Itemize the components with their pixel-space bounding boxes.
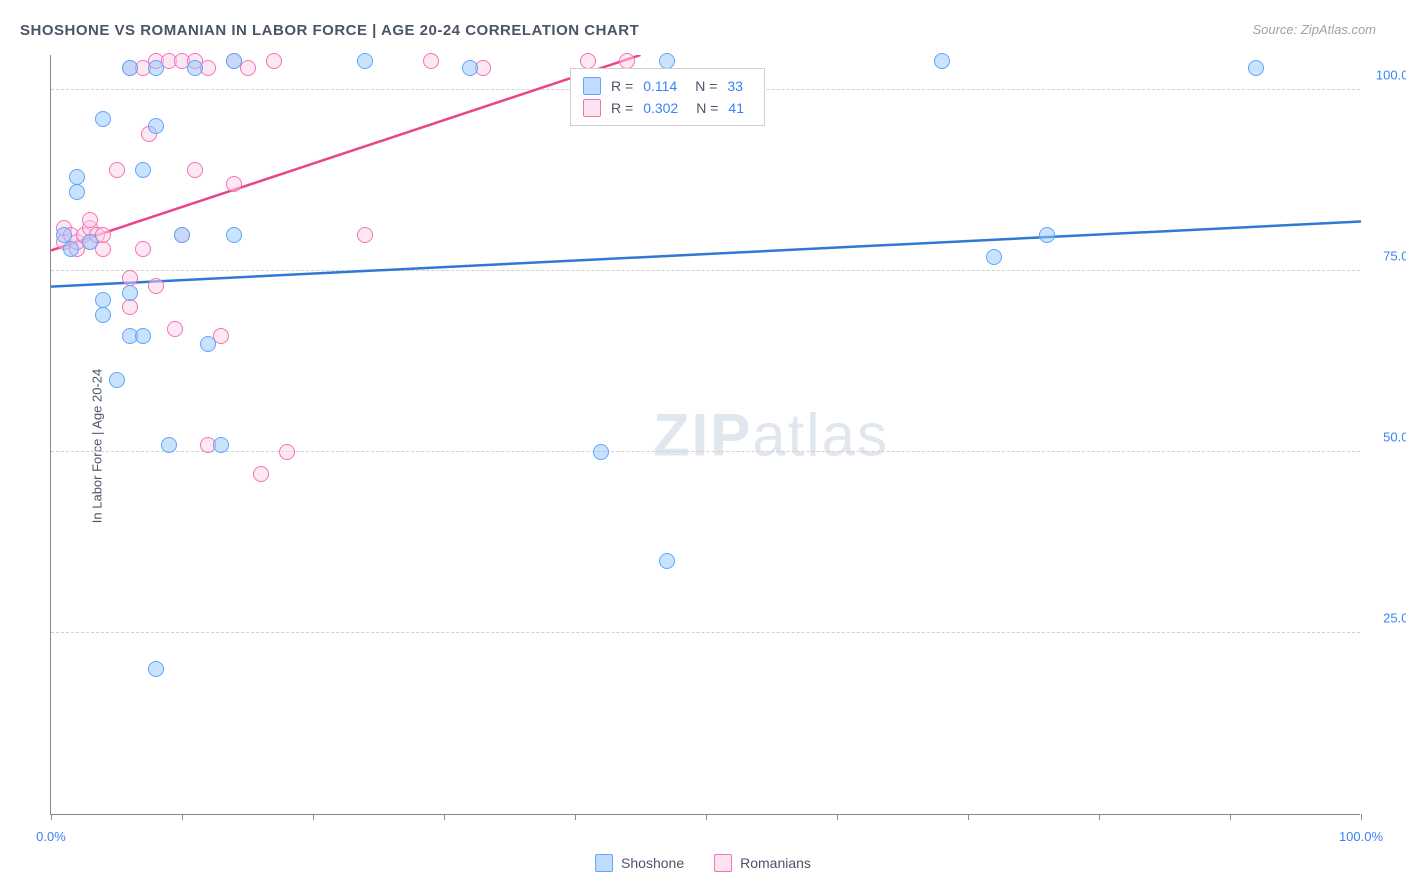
- r-value-romanians: 0.302: [643, 100, 678, 116]
- data-point[interactable]: [580, 53, 596, 69]
- data-point[interactable]: [167, 321, 183, 337]
- r-label: R =: [611, 100, 633, 116]
- legend-item-shoshone[interactable]: Shoshone: [595, 854, 684, 872]
- data-point[interactable]: [226, 227, 242, 243]
- stats-row-romanians: R = 0.302 N = 41: [583, 97, 752, 119]
- data-point[interactable]: [619, 53, 635, 69]
- data-point[interactable]: [357, 53, 373, 69]
- r-value-shoshone: 0.114: [643, 78, 677, 94]
- data-point[interactable]: [357, 227, 373, 243]
- data-point[interactable]: [148, 661, 164, 677]
- data-point[interactable]: [226, 176, 242, 192]
- data-point[interactable]: [148, 278, 164, 294]
- data-point[interactable]: [659, 553, 675, 569]
- ytick-label: 75.0%: [1383, 249, 1406, 264]
- data-point[interactable]: [135, 241, 151, 257]
- ytick-label: 100.0%: [1376, 68, 1406, 83]
- ytick-label: 50.0%: [1383, 430, 1406, 445]
- legend-item-romanians[interactable]: Romanians: [714, 854, 811, 872]
- n-label: N =: [696, 100, 718, 116]
- data-point[interactable]: [934, 53, 950, 69]
- data-point[interactable]: [423, 53, 439, 69]
- legend-label: Shoshone: [621, 855, 684, 871]
- data-point[interactable]: [659, 53, 675, 69]
- data-point[interactable]: [187, 60, 203, 76]
- plot-area: ZIPatlas 25.0%50.0%75.0%100.0%0.0%100.0%: [50, 55, 1360, 815]
- r-label: R =: [611, 78, 633, 94]
- n-label: N =: [695, 78, 717, 94]
- data-point[interactable]: [69, 184, 85, 200]
- data-point[interactable]: [148, 118, 164, 134]
- legend-label: Romanians: [740, 855, 811, 871]
- data-point[interactable]: [82, 234, 98, 250]
- data-point[interactable]: [174, 227, 190, 243]
- data-point[interactable]: [462, 60, 478, 76]
- xtick-label: 100.0%: [1339, 829, 1383, 844]
- trendlines-layer: [51, 55, 1361, 815]
- data-point[interactable]: [95, 307, 111, 323]
- data-point[interactable]: [1248, 60, 1264, 76]
- data-point[interactable]: [161, 437, 177, 453]
- data-point[interactable]: [63, 241, 79, 257]
- data-point[interactable]: [213, 437, 229, 453]
- swatch-blue-icon: [583, 77, 601, 95]
- legend: Shoshone Romanians: [595, 854, 811, 872]
- stats-row-shoshone: R = 0.114 N = 33: [583, 75, 752, 97]
- swatch-blue-icon: [595, 854, 613, 872]
- data-point[interactable]: [109, 162, 125, 178]
- data-point[interactable]: [1039, 227, 1055, 243]
- data-point[interactable]: [122, 285, 138, 301]
- swatch-pink-icon: [714, 854, 732, 872]
- n-value-romanians: 41: [728, 100, 744, 116]
- source-attribution: Source: ZipAtlas.com: [1252, 22, 1376, 37]
- data-point[interactable]: [187, 162, 203, 178]
- data-point[interactable]: [200, 336, 216, 352]
- swatch-pink-icon: [583, 99, 601, 117]
- data-point[interactable]: [82, 212, 98, 228]
- data-point[interactable]: [593, 444, 609, 460]
- data-point[interactable]: [122, 299, 138, 315]
- ytick-label: 25.0%: [1383, 611, 1406, 626]
- n-value-shoshone: 33: [727, 78, 743, 94]
- trendline: [51, 221, 1361, 286]
- data-point[interactable]: [986, 249, 1002, 265]
- stats-box: R = 0.114 N = 33 R = 0.302 N = 41: [570, 68, 765, 126]
- data-point[interactable]: [109, 372, 125, 388]
- chart-title: SHOSHONE VS ROMANIAN IN LABOR FORCE | AG…: [20, 22, 639, 39]
- xtick: [1361, 814, 1362, 820]
- data-point[interactable]: [135, 162, 151, 178]
- trendline: [51, 55, 641, 250]
- data-point[interactable]: [95, 111, 111, 127]
- data-point[interactable]: [135, 328, 151, 344]
- data-point[interactable]: [279, 444, 295, 460]
- data-point[interactable]: [226, 53, 242, 69]
- data-point[interactable]: [69, 169, 85, 185]
- data-point[interactable]: [148, 60, 164, 76]
- data-point[interactable]: [122, 60, 138, 76]
- data-point[interactable]: [253, 466, 269, 482]
- chart-container: SHOSHONE VS ROMANIAN IN LABOR FORCE | AG…: [0, 0, 1406, 892]
- data-point[interactable]: [266, 53, 282, 69]
- xtick-label: 0.0%: [36, 829, 66, 844]
